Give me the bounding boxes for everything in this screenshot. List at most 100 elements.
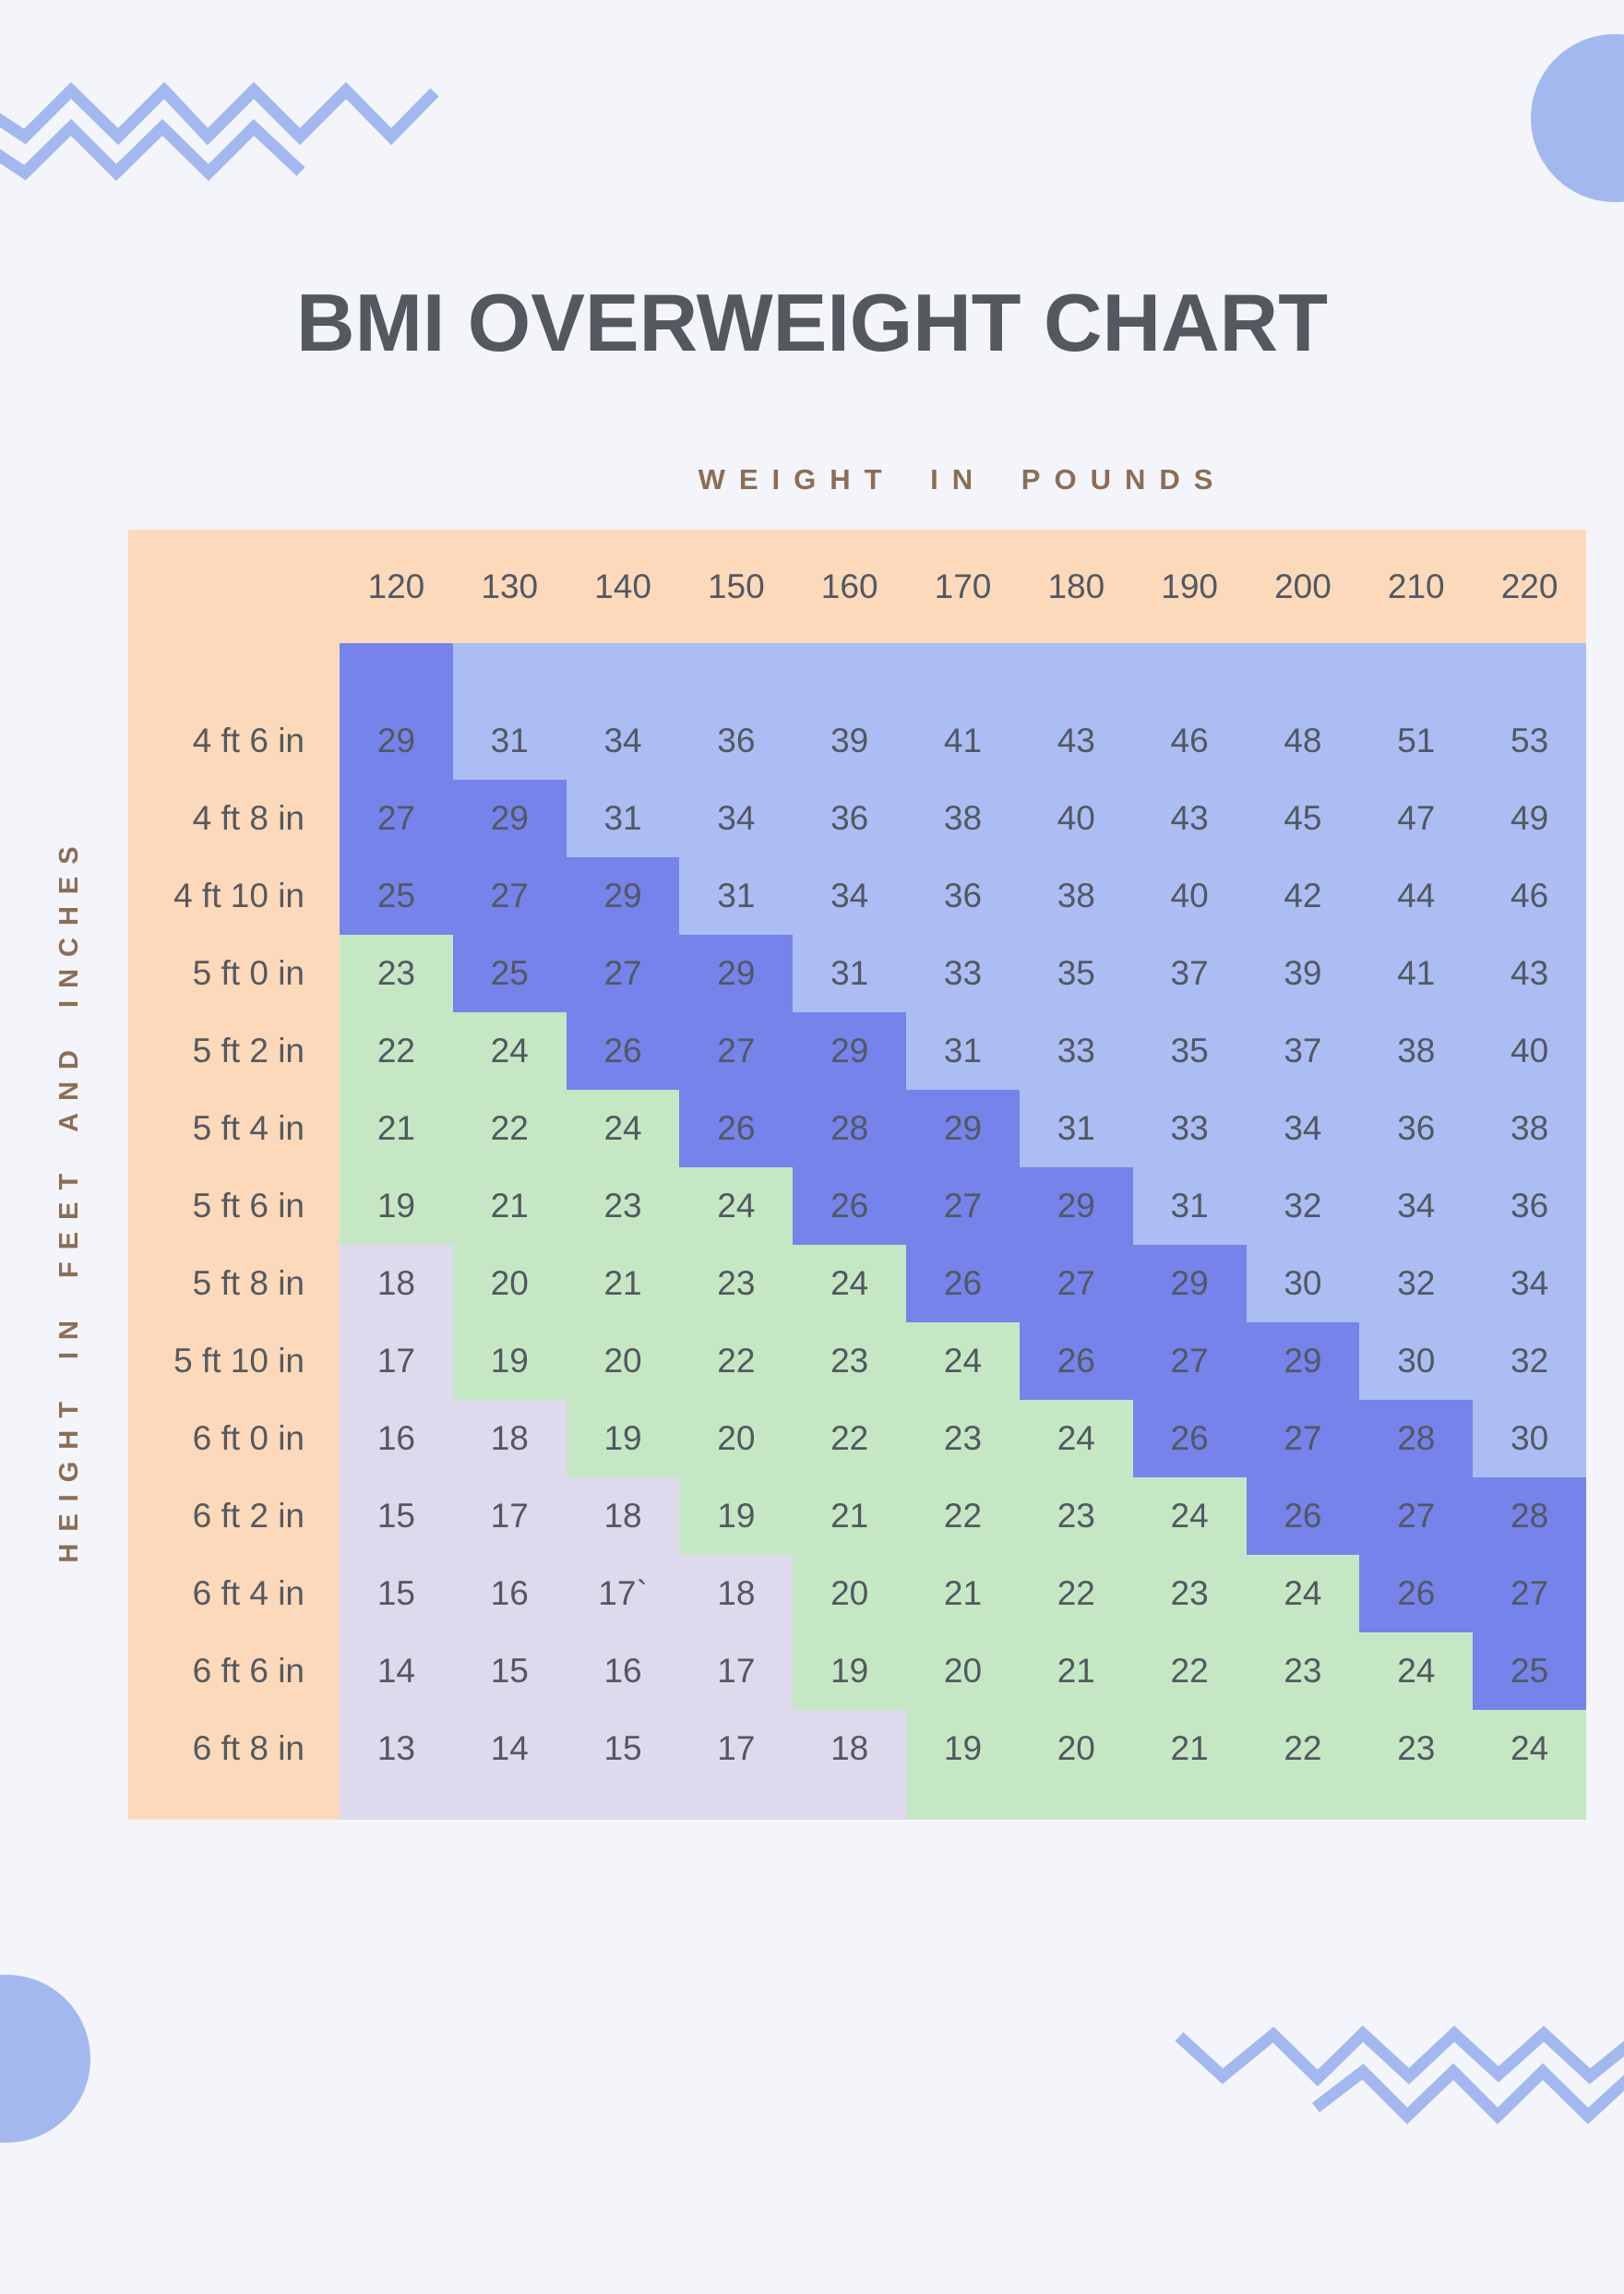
bmi-cell: 26 bbox=[1359, 1555, 1474, 1632]
bmi-cell: 27 bbox=[1473, 1555, 1586, 1632]
bmi-cell: 46 bbox=[1473, 857, 1586, 935]
bmi-cell: 20 bbox=[906, 1632, 1020, 1710]
bmi-cell: 26 bbox=[1132, 1400, 1247, 1477]
bmi-cell: 15 bbox=[340, 1477, 453, 1555]
bmi-cell: 16 bbox=[340, 1400, 453, 1477]
row-label: 6 ft 0 in bbox=[128, 1400, 340, 1477]
bmi-cell: 38 bbox=[906, 780, 1020, 857]
bmi-cell: 15 bbox=[566, 1710, 680, 1787]
page-title: BMI OVERWEIGHT CHART bbox=[296, 277, 1328, 368]
spacer-cell bbox=[1019, 1787, 1133, 1820]
row-label: 5 ft 4 in bbox=[128, 1090, 340, 1167]
column-header: 200 bbox=[1246, 530, 1360, 643]
circle-decoration-top-right bbox=[1531, 34, 1624, 202]
bmi-cell: 24 bbox=[566, 1090, 680, 1167]
bmi-cell: 29 bbox=[566, 857, 680, 935]
table-corner-cell bbox=[128, 530, 340, 643]
bmi-cell: 31 bbox=[452, 702, 567, 780]
bmi-cell: 22 bbox=[1019, 1555, 1133, 1632]
bmi-cell: 27 bbox=[566, 935, 680, 1012]
bmi-cell: 31 bbox=[1132, 1167, 1247, 1245]
bmi-cell: 21 bbox=[1132, 1710, 1247, 1787]
bmi-cell: 24 bbox=[1246, 1555, 1360, 1632]
bmi-cell: 27 bbox=[452, 857, 567, 935]
bmi-cell: 29 bbox=[793, 1012, 907, 1090]
bmi-cell: 27 bbox=[906, 1167, 1020, 1245]
weight-axis-label: WEIGHT IN POUNDS bbox=[698, 463, 1227, 496]
bmi-cell: 23 bbox=[340, 935, 453, 1012]
bmi-cell: 16 bbox=[452, 1555, 567, 1632]
bmi-cell: 20 bbox=[1019, 1710, 1133, 1787]
bmi-cell: 38 bbox=[1019, 857, 1133, 935]
bmi-cell: 45 bbox=[1246, 780, 1360, 857]
row-label: 4 ft 8 in bbox=[128, 780, 340, 857]
row-label: 4 ft 6 in bbox=[128, 702, 340, 780]
bmi-cell: 51 bbox=[1359, 702, 1474, 780]
bmi-cell: 31 bbox=[566, 780, 680, 857]
bmi-cell: 14 bbox=[340, 1632, 453, 1710]
column-header: 220 bbox=[1473, 530, 1586, 643]
spacer-cell bbox=[1473, 1787, 1586, 1820]
bmi-cell: 30 bbox=[1246, 1245, 1360, 1322]
bmi-cell: 31 bbox=[1019, 1090, 1133, 1167]
spacer-cell bbox=[1246, 643, 1360, 702]
column-header: 190 bbox=[1132, 530, 1247, 643]
bmi-cell: 28 bbox=[1359, 1400, 1474, 1477]
bmi-cell: 21 bbox=[452, 1167, 567, 1245]
row-label: 4 ft 10 in bbox=[128, 857, 340, 935]
bmi-cell: 29 bbox=[340, 702, 453, 780]
spacer-cell bbox=[1473, 643, 1586, 702]
row-label: 5 ft 0 in bbox=[128, 935, 340, 1012]
bmi-cell: 32 bbox=[1246, 1167, 1360, 1245]
bmi-cell: 25 bbox=[452, 935, 567, 1012]
spacer-cell bbox=[906, 643, 1020, 702]
bmi-cell: 26 bbox=[679, 1090, 794, 1167]
row-label: 6 ft 4 in bbox=[128, 1555, 340, 1632]
bmi-cell: 34 bbox=[1473, 1245, 1586, 1322]
bmi-cell: 32 bbox=[1359, 1245, 1474, 1322]
bmi-cell: 20 bbox=[452, 1245, 567, 1322]
bmi-cell: 35 bbox=[1132, 1012, 1247, 1090]
column-header: 150 bbox=[679, 530, 794, 643]
spacer-cell bbox=[1019, 643, 1133, 702]
spacer-cell bbox=[793, 1787, 907, 1820]
bmi-cell: 18 bbox=[566, 1477, 680, 1555]
bmi-cell: 25 bbox=[340, 857, 453, 935]
bmi-cell: 46 bbox=[1132, 702, 1247, 780]
bmi-cell: 40 bbox=[1019, 780, 1133, 857]
bmi-cell: 19 bbox=[906, 1710, 1020, 1787]
bmi-cell: 26 bbox=[1019, 1322, 1133, 1400]
bmi-cell: 15 bbox=[452, 1632, 567, 1710]
bmi-cell: 24 bbox=[1132, 1477, 1247, 1555]
bmi-cell: 24 bbox=[906, 1322, 1020, 1400]
bmi-cell: 14 bbox=[452, 1710, 567, 1787]
row-label: 5 ft 10 in bbox=[128, 1322, 340, 1400]
bmi-cell: 23 bbox=[1246, 1632, 1360, 1710]
bmi-cell: 26 bbox=[1246, 1477, 1360, 1555]
bmi-cell: 18 bbox=[793, 1710, 907, 1787]
bmi-cell: 49 bbox=[1473, 780, 1586, 857]
spacer-cell bbox=[452, 1787, 567, 1820]
bmi-cell: 27 bbox=[1359, 1477, 1474, 1555]
row-label: 6 ft 6 in bbox=[128, 1632, 340, 1710]
bmi-cell: 37 bbox=[1132, 935, 1247, 1012]
bmi-cell: 19 bbox=[793, 1632, 907, 1710]
spacer-cell bbox=[566, 1787, 680, 1820]
spacer-cell bbox=[1359, 643, 1474, 702]
bmi-cell: 23 bbox=[1359, 1710, 1474, 1787]
bmi-cell: 29 bbox=[1019, 1167, 1133, 1245]
bmi-cell: 35 bbox=[1019, 935, 1133, 1012]
bmi-cell: 20 bbox=[793, 1555, 907, 1632]
column-header: 130 bbox=[452, 530, 567, 643]
zigzag-line bbox=[0, 81, 439, 146]
spacer-cell bbox=[906, 1787, 1020, 1820]
spacer-cell bbox=[1359, 1787, 1474, 1820]
bmi-cell: 41 bbox=[1359, 935, 1474, 1012]
bmi-cell: 17` bbox=[566, 1555, 680, 1632]
bmi-cell: 33 bbox=[906, 935, 1020, 1012]
column-header: 160 bbox=[793, 530, 907, 643]
spacer-cell bbox=[566, 643, 680, 702]
bmi-cell: 30 bbox=[1359, 1322, 1474, 1400]
bmi-cell: 31 bbox=[906, 1012, 1020, 1090]
